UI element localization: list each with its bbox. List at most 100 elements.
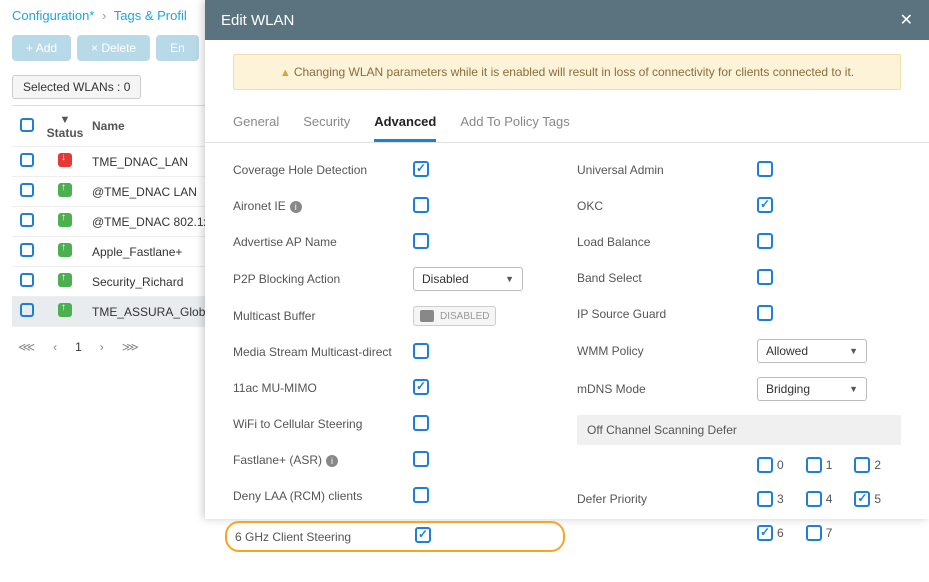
defer-item[interactable]: 3 (757, 491, 784, 507)
status-icon (58, 243, 72, 257)
select[interactable]: Allowed▼ (757, 339, 867, 363)
checkbox[interactable] (854, 457, 870, 473)
defer-item[interactable]: 6 (757, 525, 784, 541)
breadcrumb-sep: › (102, 8, 106, 23)
select[interactable]: Disabled▼ (413, 267, 523, 291)
checkbox[interactable] (757, 525, 773, 541)
defer-item[interactable]: 4 (806, 491, 833, 507)
form-control (413, 233, 557, 252)
checkbox[interactable] (413, 233, 429, 249)
close-icon[interactable]: ✕ (900, 10, 913, 30)
defer-item[interactable]: 1 (806, 457, 833, 473)
col-status-label: Status (47, 126, 84, 140)
row-checkbox[interactable] (20, 303, 34, 317)
form-control (757, 161, 901, 180)
form-control (757, 305, 901, 324)
tab-general[interactable]: General (233, 104, 279, 142)
modal-header: Edit WLAN ✕ (205, 0, 929, 40)
form-label: Coverage Hole Detection (233, 163, 413, 177)
form-control (413, 451, 557, 470)
checkbox[interactable] (413, 161, 429, 177)
form-row: mDNS ModeBridging▼ (577, 377, 901, 401)
row-checkbox[interactable] (20, 213, 34, 227)
form-row: P2P Blocking ActionDisabled▼ (233, 267, 557, 291)
tab-advanced[interactable]: Advanced (374, 104, 436, 142)
form-label: WiFi to Cellular Steering (233, 417, 413, 431)
form-area: Coverage Hole Detection Aironet IEi Advert… (205, 143, 929, 582)
enable-button[interactable]: En (156, 35, 199, 61)
pager-prev[interactable]: ‹ (47, 338, 63, 356)
breadcrumb-configuration[interactable]: Configuration (12, 8, 89, 23)
checkbox[interactable] (413, 197, 429, 213)
checkbox[interactable] (806, 491, 822, 507)
form-control: Bridging▼ (757, 377, 901, 401)
form-control (757, 233, 901, 252)
checkbox[interactable] (757, 305, 773, 321)
form-row: OKC (577, 195, 901, 217)
tab-security[interactable]: Security (303, 104, 350, 142)
status-icon (58, 183, 72, 197)
checkbox[interactable] (415, 527, 431, 543)
checkbox[interactable] (757, 197, 773, 213)
checkbox[interactable] (854, 491, 870, 507)
select-all-checkbox[interactable] (20, 118, 34, 132)
defer-item[interactable]: 0 (757, 457, 784, 473)
checkbox[interactable] (413, 451, 429, 467)
status-icon (58, 273, 72, 287)
checkbox[interactable] (413, 487, 429, 503)
row-checkbox[interactable] (20, 273, 34, 287)
form-label: Universal Admin (577, 163, 757, 177)
pager-first[interactable]: ⋘ (12, 338, 41, 356)
info-icon[interactable]: i (326, 455, 338, 467)
defer-item[interactable]: 2 (854, 457, 881, 473)
form-row: Aironet IEi (233, 195, 557, 217)
defer-item[interactable]: 5 (854, 491, 881, 507)
checkbox[interactable] (757, 161, 773, 177)
pager-last[interactable]: ⋙ (116, 338, 145, 356)
pager-next[interactable]: › (94, 338, 110, 356)
tab-add-to-policy-tags[interactable]: Add To Policy Tags (460, 104, 569, 142)
info-icon[interactable]: i (290, 201, 302, 213)
form-row: Advertise AP Name (233, 231, 557, 253)
form-row: 11ac MU-MIMO (233, 377, 557, 399)
form-label: 6 GHz Client Steering (235, 530, 415, 544)
form-label: Load Balance (577, 235, 757, 249)
form-control (413, 379, 557, 398)
form-row: Universal Admin (577, 159, 901, 181)
form-row: Band Select (577, 267, 901, 289)
checkbox[interactable] (757, 269, 773, 285)
toggle[interactable]: DISABLED (413, 306, 496, 326)
checkbox[interactable] (757, 491, 773, 507)
form-row: Fastlane+ (ASR)i (233, 449, 557, 471)
defer-item[interactable]: 7 (806, 525, 833, 541)
checkbox[interactable] (413, 379, 429, 395)
checkbox[interactable] (757, 457, 773, 473)
form-control: Disabled▼ (413, 267, 557, 291)
row-checkbox[interactable] (20, 153, 34, 167)
checkbox[interactable] (757, 233, 773, 249)
checkbox[interactable] (806, 457, 822, 473)
checkbox[interactable] (806, 525, 822, 541)
pager-current: 1 (69, 338, 88, 356)
form-label: WMM Policy (577, 344, 757, 358)
add-button[interactable]: Add (12, 35, 71, 61)
checkbox[interactable] (413, 343, 429, 359)
form-label: Defer Priority (577, 492, 757, 506)
section-header: Off Channel Scanning Defer (577, 415, 901, 445)
row-checkbox[interactable] (20, 243, 34, 257)
form-row: WiFi to Cellular Steering (233, 413, 557, 435)
form-control: Allowed▼ (757, 339, 901, 363)
warning-alert: Changing WLAN parameters while it is ena… (233, 54, 901, 90)
filter-icon[interactable]: ▼ (60, 114, 71, 126)
select[interactable]: Bridging▼ (757, 377, 867, 401)
status-icon (58, 303, 72, 317)
checkbox[interactable] (413, 415, 429, 431)
form-label: mDNS Mode (577, 382, 757, 396)
form-control (413, 487, 557, 506)
form-control (757, 197, 901, 216)
row-checkbox[interactable] (20, 183, 34, 197)
form-label: P2P Blocking Action (233, 272, 413, 286)
selected-count: Selected WLANs : 0 (12, 75, 141, 99)
breadcrumb-tags[interactable]: Tags & Profil (114, 8, 187, 23)
delete-button[interactable]: Delete (77, 35, 150, 61)
